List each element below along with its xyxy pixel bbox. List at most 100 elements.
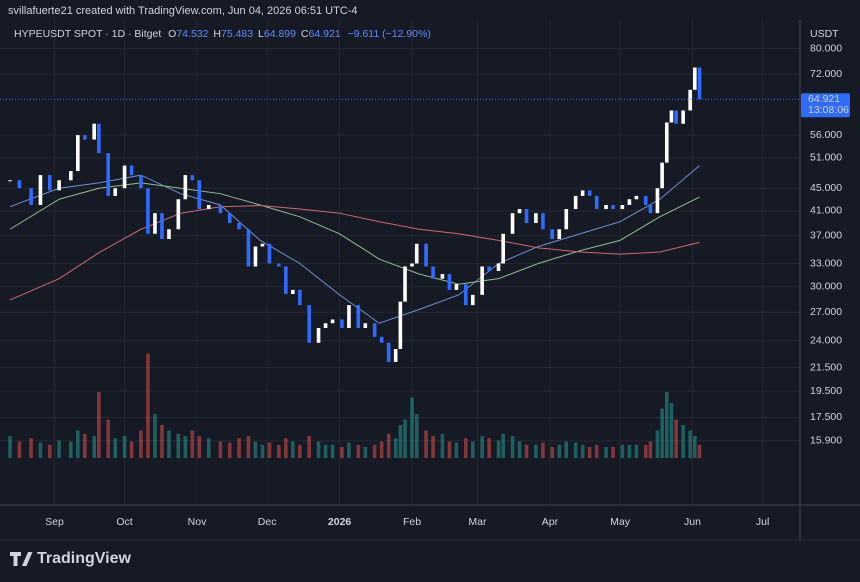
volume-bar: [398, 425, 403, 458]
candle: [29, 188, 33, 205]
volume-bar: [69, 441, 73, 458]
volume-bar: [372, 444, 377, 458]
candle: [160, 213, 164, 240]
candle: [76, 135, 80, 172]
candle: [106, 153, 111, 196]
candle: [206, 204, 211, 210]
candle: [183, 175, 188, 200]
candle: [594, 195, 599, 210]
legend-value: 64.921: [309, 28, 341, 40]
volume-bar: [480, 436, 484, 458]
volume-bar: [57, 440, 61, 458]
candle: [534, 213, 538, 223]
volume-bar: [648, 441, 653, 458]
y-tick-label: 45.000: [810, 182, 842, 194]
candle: [372, 323, 377, 337]
volume-bar: [8, 436, 12, 458]
volume-bar: [176, 433, 181, 458]
volume-bar: [501, 433, 505, 458]
volume-bar: [414, 414, 419, 458]
volume-bar: [323, 444, 328, 458]
volume-bar: [340, 447, 344, 458]
y-tick-label: 72.000: [810, 68, 842, 80]
volume-bar: [38, 442, 43, 458]
y-tick-label: 24.000: [810, 335, 842, 347]
volume-bar: [227, 442, 232, 458]
candle: [218, 204, 223, 214]
candle: [57, 180, 61, 191]
legend: HYPEUSDT SPOT · 1D · Bitget O74.532 H75.…: [14, 28, 431, 40]
y-tick-label: 17.500: [810, 411, 842, 423]
candle: [284, 266, 288, 295]
volume-bar: [611, 447, 615, 458]
x-tick-label: Feb: [403, 516, 421, 528]
volume-bar: [246, 436, 251, 458]
volume-bar: [106, 419, 111, 458]
volume-bar: [298, 444, 302, 458]
candle: [291, 289, 295, 295]
y-tick-label: 80.000: [810, 42, 842, 54]
candle: [643, 195, 648, 205]
legend-key: O: [168, 28, 176, 40]
candle: [260, 243, 265, 247]
candle: [550, 229, 555, 240]
candle: [347, 305, 351, 328]
candle: [253, 246, 258, 267]
currency: USDT: [810, 28, 839, 40]
candle: [83, 135, 87, 140]
volume-bar: [206, 438, 211, 458]
volume-bar: [620, 444, 625, 458]
legend-key: L: [258, 28, 264, 40]
legend-key: C: [301, 28, 309, 40]
volume-bar: [316, 441, 321, 458]
volume-bar: [386, 433, 391, 458]
candle: [510, 213, 515, 234]
candle: [454, 284, 459, 290]
volume-bar: [496, 440, 501, 458]
x-tick-label: May: [610, 516, 631, 528]
brand: TradingView: [37, 550, 132, 567]
volume-bar: [580, 444, 585, 458]
candle: [363, 323, 368, 328]
volume-bar: [681, 425, 685, 458]
volume-bar: [291, 441, 295, 458]
candle: [393, 349, 398, 362]
volume-bar: [664, 392, 669, 458]
candle: [237, 222, 241, 230]
volume-bar: [253, 441, 258, 458]
candle: [447, 274, 452, 290]
volume-bar: [454, 442, 459, 458]
volume-bar: [557, 444, 562, 458]
volume-bar: [564, 441, 569, 458]
candle: [8, 180, 12, 182]
y-tick-label: 30.000: [810, 280, 842, 292]
volume-bar: [471, 441, 475, 458]
logo-mark: [10, 552, 33, 566]
candle: [471, 294, 475, 306]
candle: [669, 110, 674, 123]
volume-bar: [587, 447, 592, 458]
volume-bar: [410, 397, 414, 458]
candle: [69, 171, 73, 181]
candle: [379, 336, 384, 343]
candle: [424, 243, 428, 267]
volume-bar: [403, 419, 407, 458]
y-tick-label: 33.000: [810, 257, 842, 269]
candle: [620, 204, 625, 210]
y-tick-label: 56.000: [810, 129, 842, 141]
y-tick-label: 15.900: [810, 434, 842, 446]
candle: [38, 175, 43, 205]
volume-bar: [92, 436, 96, 458]
candle: [501, 233, 505, 264]
volume-bar: [669, 403, 674, 458]
candle: [414, 243, 419, 264]
price-tag: [801, 93, 850, 118]
candle: [139, 175, 143, 189]
candle: [17, 180, 22, 189]
candle: [386, 342, 391, 362]
y-tick-label: 27.000: [810, 306, 842, 318]
candle: [197, 180, 202, 210]
candle: [541, 213, 545, 230]
candle: [167, 229, 171, 240]
